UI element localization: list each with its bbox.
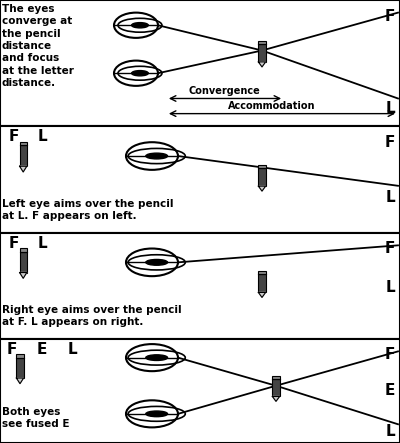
Polygon shape — [16, 378, 24, 384]
Bar — [258, 275, 266, 292]
Bar — [258, 271, 266, 275]
Text: F: F — [9, 236, 19, 251]
Text: Right eye aims over the pencil
at F. L appears on right.: Right eye aims over the pencil at F. L a… — [2, 305, 182, 327]
Bar — [272, 376, 280, 379]
Bar — [258, 165, 266, 168]
Polygon shape — [20, 166, 27, 172]
Polygon shape — [258, 292, 266, 297]
Text: Both eyes
see fused E: Both eyes see fused E — [2, 407, 70, 429]
Text: L: L — [37, 236, 47, 251]
Circle shape — [146, 355, 168, 361]
Circle shape — [132, 70, 148, 76]
Text: Accommodation: Accommodation — [228, 101, 316, 111]
Text: L: L — [386, 424, 395, 439]
Text: L: L — [386, 101, 395, 116]
Text: L: L — [386, 190, 395, 205]
Circle shape — [146, 153, 168, 159]
Polygon shape — [258, 62, 266, 67]
Text: L: L — [37, 129, 47, 144]
Text: F: F — [7, 342, 17, 357]
Text: E: E — [385, 383, 395, 398]
Bar — [272, 379, 280, 396]
Text: F: F — [385, 9, 395, 24]
Bar — [16, 354, 24, 358]
Circle shape — [132, 23, 148, 28]
Bar — [20, 142, 27, 145]
Circle shape — [146, 411, 168, 417]
Text: F: F — [385, 135, 395, 150]
Text: E: E — [37, 342, 47, 357]
Text: Left eye aims over the pencil
at L. F appears on left.: Left eye aims over the pencil at L. F ap… — [2, 198, 174, 221]
Bar — [20, 248, 27, 252]
Text: The eyes
converge at
the pencil
distance
and focus
at the letter
distance.: The eyes converge at the pencil distance… — [2, 4, 74, 88]
Text: F: F — [385, 347, 395, 362]
Bar — [258, 168, 266, 186]
Polygon shape — [272, 396, 280, 401]
Text: L: L — [67, 342, 77, 357]
Text: F: F — [9, 129, 19, 144]
Bar — [20, 252, 27, 272]
Polygon shape — [20, 272, 27, 278]
Text: Convergence: Convergence — [188, 86, 260, 96]
Bar — [20, 145, 27, 166]
Text: L: L — [386, 280, 395, 295]
Circle shape — [146, 260, 168, 265]
Bar — [258, 40, 266, 44]
Text: F: F — [385, 241, 395, 256]
Polygon shape — [258, 186, 266, 191]
Bar — [258, 44, 266, 62]
Bar — [16, 358, 24, 378]
